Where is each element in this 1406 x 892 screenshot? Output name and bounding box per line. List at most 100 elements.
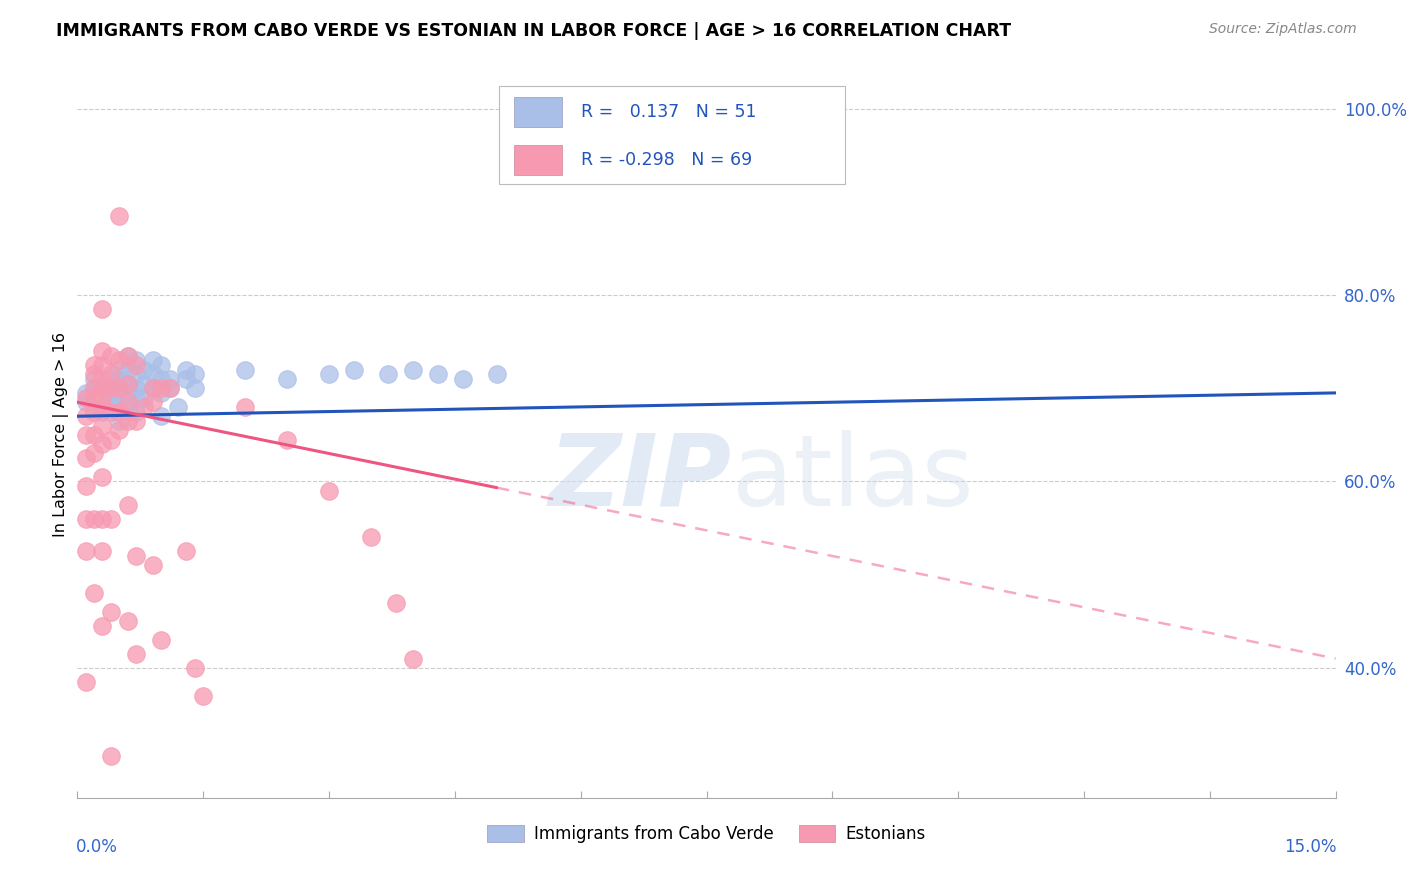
Point: [100, 605, 122, 619]
Point: [125, 549, 148, 563]
Point: [83, 368, 105, 382]
FancyBboxPatch shape: [515, 145, 562, 176]
Point: [83, 404, 105, 418]
Point: [191, 689, 215, 703]
Point: [125, 647, 148, 661]
Text: atlas: atlas: [731, 430, 973, 527]
Y-axis label: In Labor Force | Age > 16: In Labor Force | Age > 16: [53, 333, 69, 537]
Point: [83, 391, 105, 405]
Text: ZIP: ZIP: [548, 430, 731, 527]
Point: [91, 418, 114, 433]
Point: [83, 427, 105, 442]
Point: [75, 409, 97, 424]
Point: [108, 209, 131, 223]
Point: [184, 368, 207, 382]
Point: [150, 358, 173, 372]
Point: [108, 385, 131, 400]
Point: [83, 381, 105, 395]
Text: Source: ZipAtlas.com: Source: ZipAtlas.com: [1209, 22, 1357, 37]
Point: [117, 349, 139, 363]
Point: [142, 368, 165, 382]
Point: [83, 446, 105, 460]
Point: [91, 358, 114, 372]
Point: [91, 301, 114, 316]
Point: [427, 368, 450, 382]
Point: [108, 423, 131, 437]
Point: [125, 368, 148, 382]
Point: [108, 414, 131, 428]
Point: [117, 376, 139, 391]
Point: [100, 349, 122, 363]
Point: [108, 362, 131, 376]
Point: [100, 512, 122, 526]
Point: [360, 530, 382, 544]
Point: [167, 400, 190, 414]
Point: [83, 512, 105, 526]
Text: R = -0.298   N = 69: R = -0.298 N = 69: [581, 151, 752, 169]
Point: [142, 558, 165, 573]
Point: [75, 479, 97, 493]
Point: [159, 372, 181, 386]
Point: [75, 544, 97, 558]
Point: [385, 596, 408, 610]
Point: [176, 362, 198, 376]
Point: [91, 400, 114, 414]
Point: [75, 427, 97, 442]
Point: [125, 414, 148, 428]
Point: [100, 372, 122, 386]
Point: [150, 409, 173, 424]
Text: 15.0%: 15.0%: [1285, 838, 1337, 856]
Point: [100, 395, 122, 409]
Point: [134, 391, 156, 405]
Point: [150, 381, 173, 395]
Point: [83, 586, 105, 600]
Point: [117, 400, 139, 414]
Point: [377, 368, 399, 382]
Point: [108, 400, 131, 414]
Point: [134, 362, 156, 376]
Point: [125, 358, 148, 372]
Point: [91, 544, 114, 558]
FancyBboxPatch shape: [499, 86, 845, 184]
Point: [91, 512, 114, 526]
Legend: Immigrants from Cabo Verde, Estonians: Immigrants from Cabo Verde, Estonians: [481, 818, 932, 849]
Point: [117, 614, 139, 628]
Point: [100, 749, 122, 764]
Point: [100, 385, 122, 400]
Point: [100, 433, 122, 447]
Point: [91, 343, 114, 358]
Point: [318, 368, 340, 382]
Point: [108, 404, 131, 418]
Point: [159, 381, 181, 395]
Point: [75, 451, 97, 466]
Point: [117, 414, 139, 428]
Point: [402, 362, 425, 376]
Point: [83, 381, 105, 395]
Point: [176, 372, 198, 386]
Point: [108, 353, 131, 368]
Point: [75, 674, 97, 689]
Point: [100, 381, 122, 395]
FancyBboxPatch shape: [515, 97, 562, 128]
Point: [117, 395, 139, 409]
Point: [75, 391, 97, 405]
Point: [117, 385, 139, 400]
Point: [91, 391, 114, 405]
Point: [134, 376, 156, 391]
Point: [91, 400, 114, 414]
Point: [134, 400, 156, 414]
Point: [117, 349, 139, 363]
Point: [184, 381, 207, 395]
Point: [142, 381, 165, 395]
Point: [142, 381, 165, 395]
Point: [91, 372, 114, 386]
Point: [117, 498, 139, 512]
Point: [91, 437, 114, 451]
Point: [485, 368, 508, 382]
Point: [91, 381, 114, 395]
Point: [83, 372, 105, 386]
Point: [451, 372, 474, 386]
Point: [276, 372, 298, 386]
Point: [142, 395, 165, 409]
Point: [276, 433, 298, 447]
